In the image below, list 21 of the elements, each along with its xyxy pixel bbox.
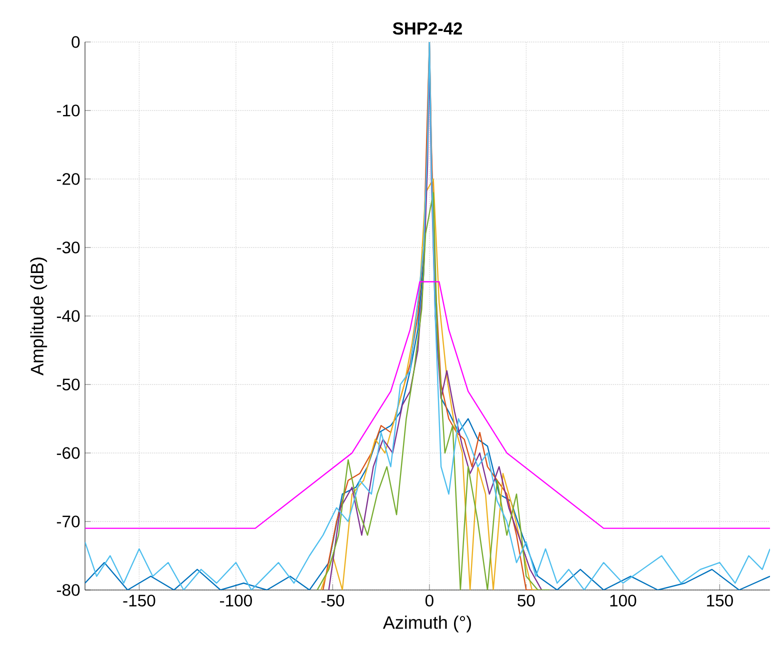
y-tick-label: -50 xyxy=(56,378,80,390)
y-tick-label: -60 xyxy=(56,447,80,459)
y-tick-label: -20 xyxy=(56,173,80,185)
y-tick-label: -80 xyxy=(56,584,80,596)
y-tick-label: -10 xyxy=(56,104,80,116)
x-tick-label: 0 xyxy=(425,594,434,606)
y-tick-label: -30 xyxy=(56,242,80,254)
x-tick-label: -100 xyxy=(220,594,252,606)
y-tick-label: -70 xyxy=(56,516,80,528)
line-series xyxy=(85,281,770,529)
x-tick-label: 150 xyxy=(707,594,733,606)
x-tick-label: 100 xyxy=(610,594,636,606)
x-tick-label: 50 xyxy=(518,594,535,606)
x-tick-label: -150 xyxy=(123,594,156,606)
line-series xyxy=(85,42,770,590)
y-axis-title: Amplitude (dB) xyxy=(30,258,48,376)
y-tick-label: -40 xyxy=(56,310,80,322)
chart-title: SHP2-42 xyxy=(392,22,462,35)
y-tick-label: 0 xyxy=(72,36,80,48)
x-tick-label: -50 xyxy=(321,594,344,606)
x-axis-title: Azimuth (°) xyxy=(382,616,471,632)
